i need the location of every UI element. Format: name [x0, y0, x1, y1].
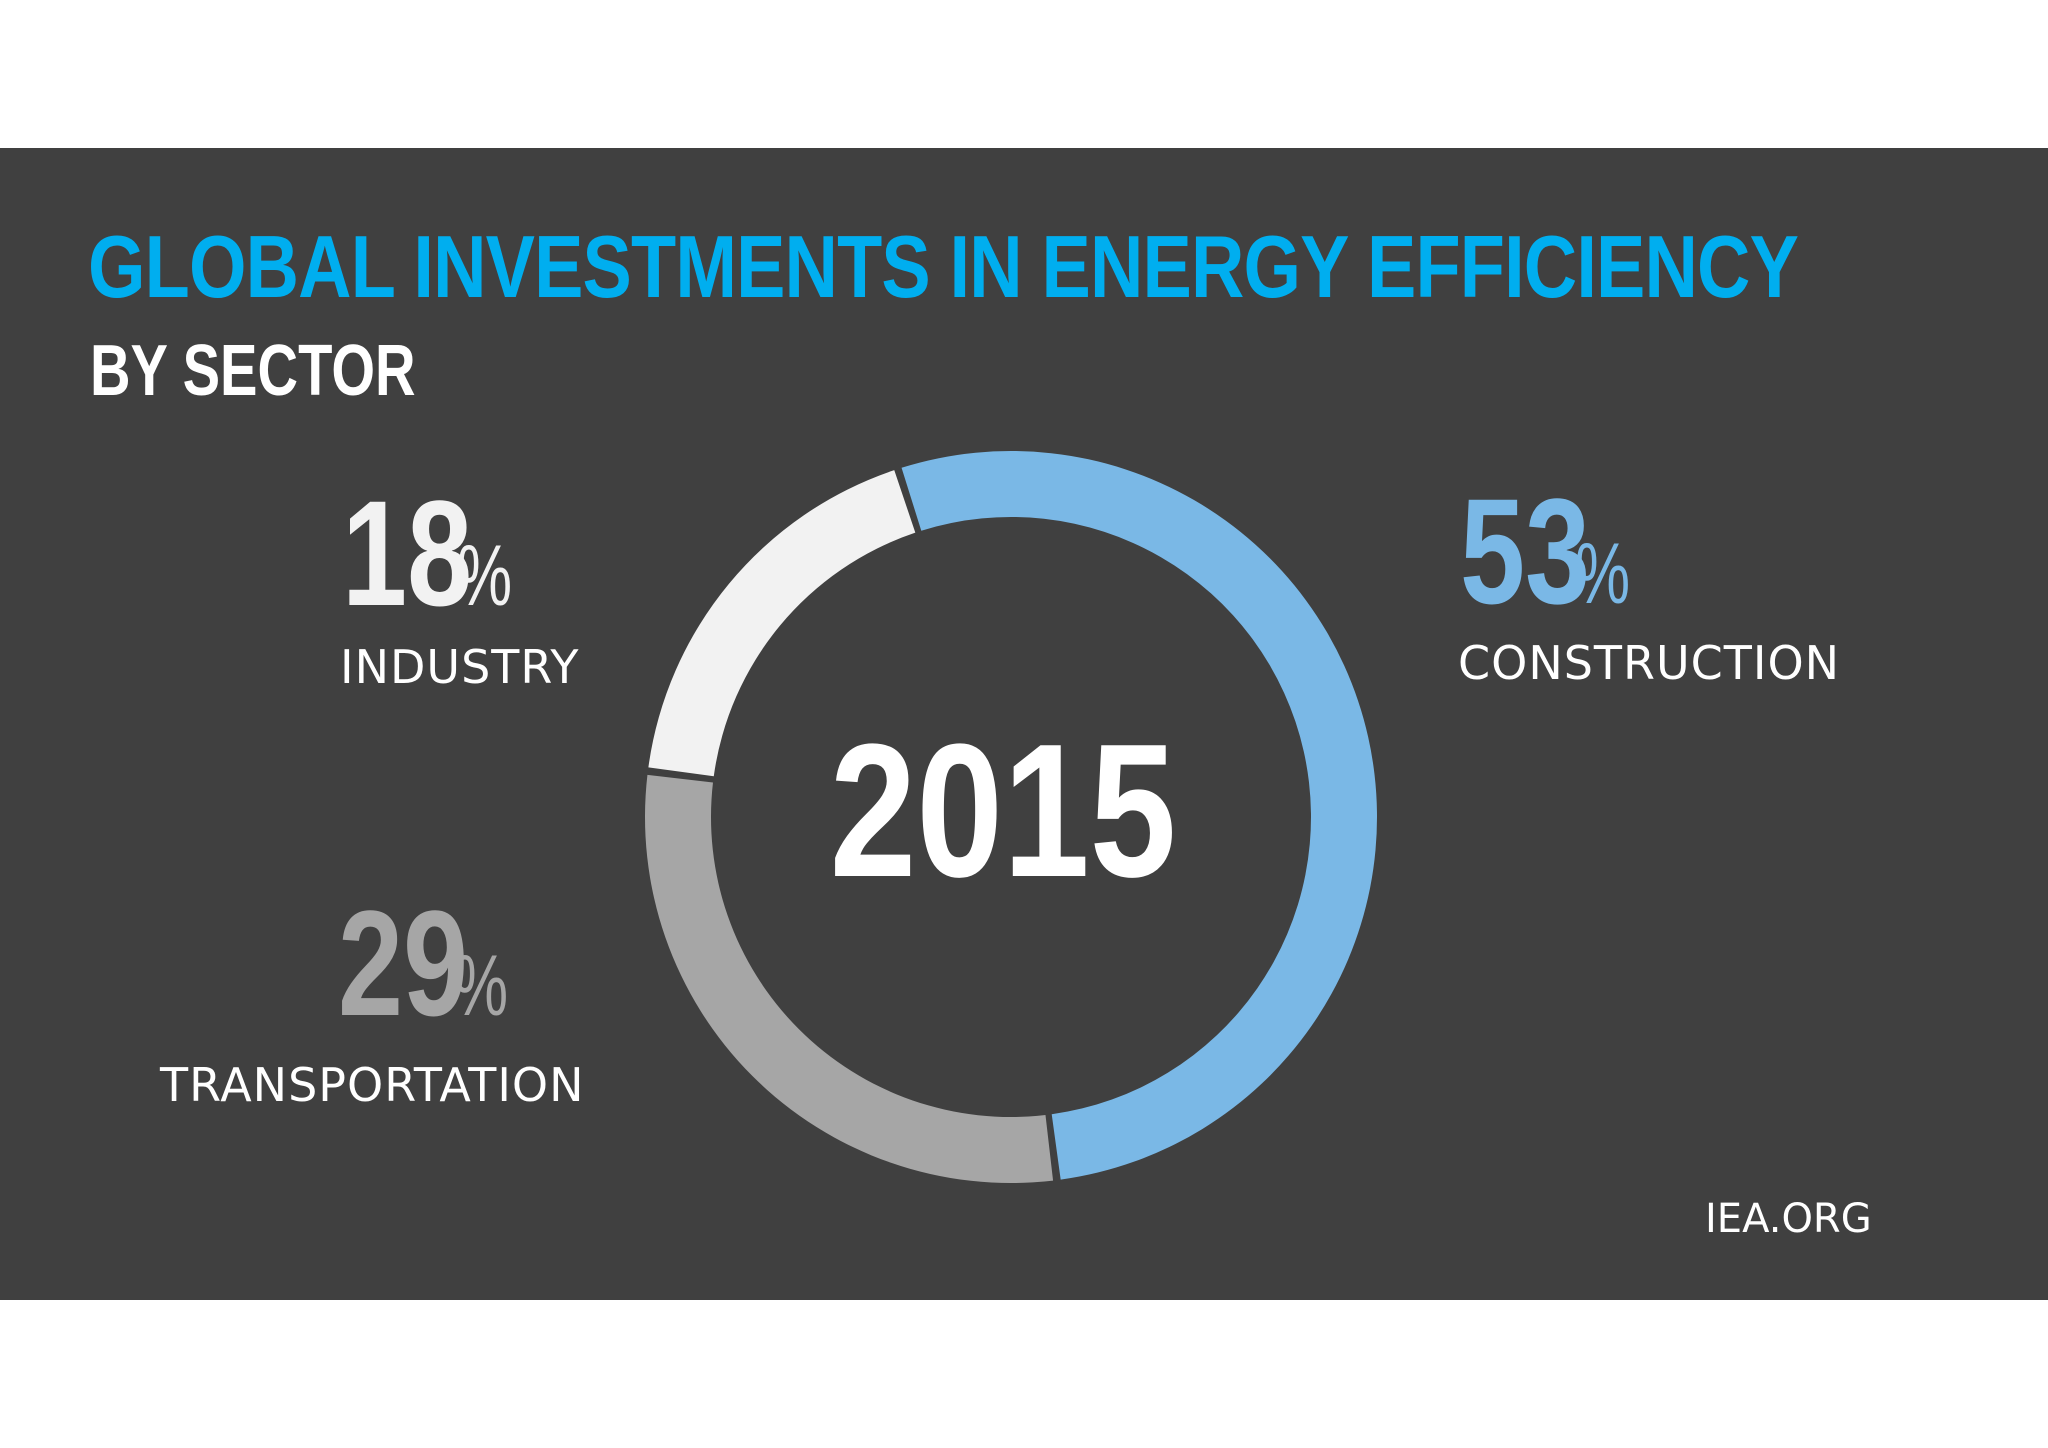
industry-percent-sign: %	[456, 528, 512, 624]
construction-percent-value: 53	[1460, 467, 1591, 635]
donut-slice-construction	[901, 451, 1377, 1180]
infographic-panel	[0, 148, 2048, 1300]
center-year-label: 2015	[830, 704, 1177, 916]
source-credit: IEA.ORG	[1705, 1196, 1872, 1242]
industry-percent: 18%	[342, 478, 533, 628]
construction-percent-sign: %	[1574, 526, 1630, 622]
donut-slice-transportation	[645, 774, 1054, 1183]
transportation-percent-value: 29	[338, 879, 469, 1047]
transportation-percent-sign: %	[452, 938, 508, 1034]
construction-percent: 53%	[1460, 476, 1651, 626]
chart-subtitle: BY SECTOR	[90, 331, 416, 411]
chart-title: GLOBAL INVESTMENTS IN ENERGY EFFICIENCY	[88, 217, 1799, 316]
transportation-label: TRANSPORTATION	[160, 1058, 585, 1112]
construction-label: CONSTRUCTION	[1458, 636, 1841, 690]
donut-slice-industry	[648, 470, 916, 777]
industry-label: INDUSTRY	[340, 640, 580, 694]
industry-percent-value: 18	[342, 469, 473, 637]
transportation-percent: 29%	[338, 888, 529, 1038]
